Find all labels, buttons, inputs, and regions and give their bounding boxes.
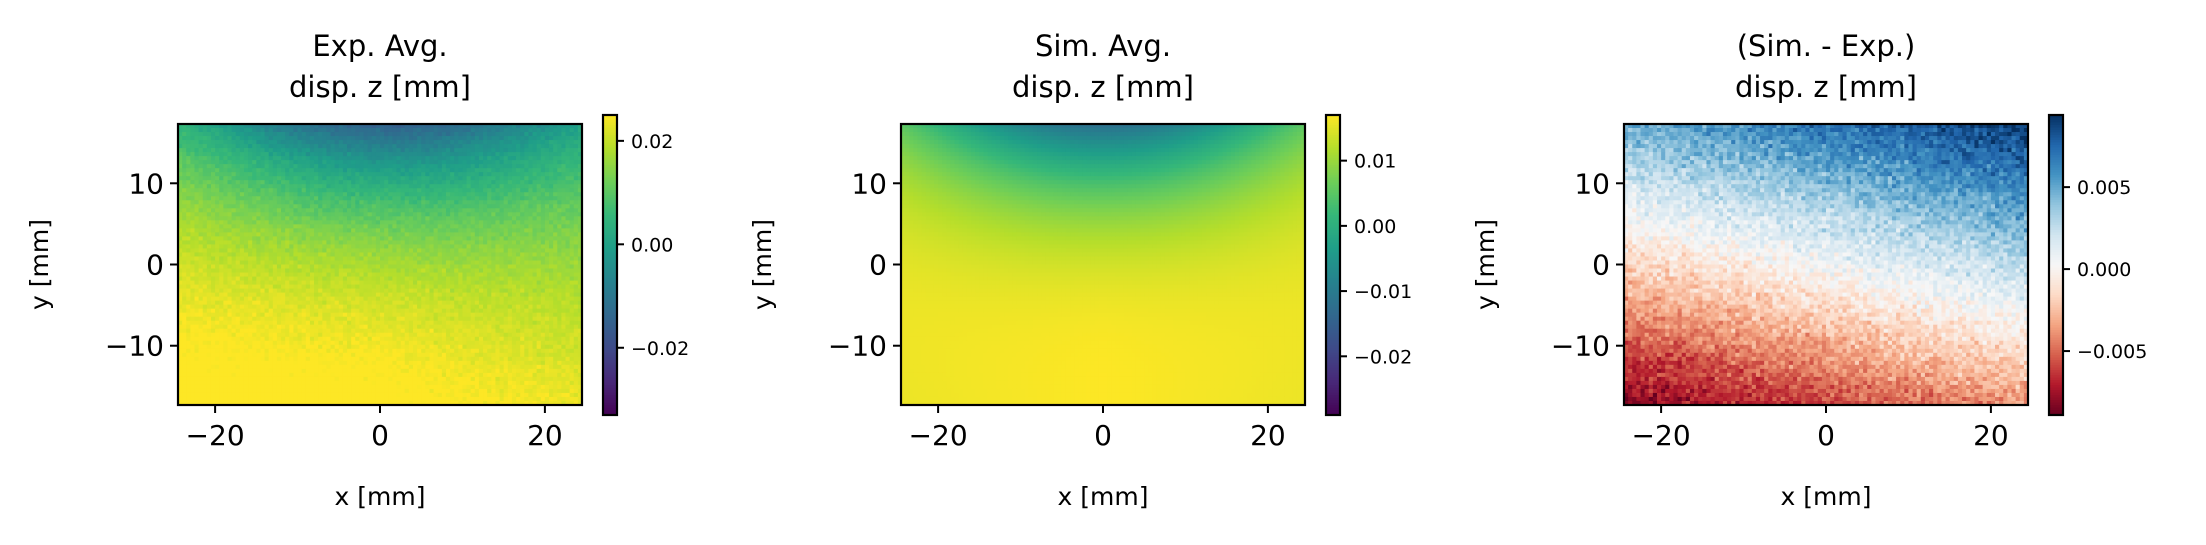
y-tick-label: 0 bbox=[146, 249, 164, 282]
x-tick-label: −20 bbox=[186, 419, 245, 452]
x-tick-label: 0 bbox=[1094, 419, 1112, 452]
chart-title-line: disp. z [mm] bbox=[1012, 70, 1194, 104]
y-tick-label: 10 bbox=[128, 167, 164, 200]
x-tick-label: 20 bbox=[1973, 419, 2009, 452]
heatmap-cells bbox=[178, 124, 583, 406]
colorbar-tick-label: −0.005 bbox=[2077, 341, 2147, 363]
y-tick-label: −10 bbox=[1551, 330, 1610, 363]
colorbar-frame bbox=[1324, 113, 1342, 417]
x-axis-label: x [mm] bbox=[1058, 482, 1149, 511]
x-tick-label: −20 bbox=[909, 419, 968, 452]
colorbar-tick-label: 0.02 bbox=[631, 131, 673, 153]
chart-title-line: disp. z [mm] bbox=[1735, 70, 1917, 104]
colorbar-tick-label: −0.01 bbox=[1354, 281, 1412, 303]
x-tick-label: 0 bbox=[371, 419, 389, 452]
colorbar: −0.02 0.00 0.02 bbox=[601, 113, 689, 417]
x-tick-label: 20 bbox=[1250, 419, 1286, 452]
colorbar-frame bbox=[601, 113, 619, 417]
chart-title-line: (Sim. - Exp.) bbox=[1737, 29, 1916, 63]
colorbar-tick-label: 0.000 bbox=[2077, 259, 2131, 281]
colorbar-frame bbox=[2047, 113, 2065, 417]
y-tick-label: 0 bbox=[869, 249, 887, 282]
y-tick-label: 10 bbox=[851, 167, 887, 200]
x-tick-label: −20 bbox=[1632, 419, 1691, 452]
heatmap-cells bbox=[1624, 124, 2029, 406]
colorbar-tick-label: −0.02 bbox=[631, 338, 689, 360]
y-tick-label: 10 bbox=[1574, 167, 1610, 200]
y-tick-label: −10 bbox=[828, 330, 887, 363]
y-axis-label: y [mm] bbox=[748, 219, 777, 310]
x-axis-label: x [mm] bbox=[335, 482, 426, 511]
y-tick-label: −10 bbox=[105, 330, 164, 363]
panel-1: −20 0 20 −10 0 10 x [mm] y [mm] Exp. Avg. disp. z… bbox=[25, 29, 689, 511]
panel-2: −20 0 20 −10 0 10 x [mm] y [mm] Sim. Avg. disp. z… bbox=[748, 29, 1412, 511]
colorbar: −0.005 0.000 0.005 bbox=[2047, 113, 2147, 417]
colorbar-tick-label: 0.005 bbox=[2077, 177, 2131, 199]
y-axis-label: y [mm] bbox=[25, 219, 54, 310]
colorbar-tick-label: −0.02 bbox=[1354, 346, 1412, 368]
y-tick-label: 0 bbox=[1592, 249, 1610, 282]
chart-title-line: Sim. Avg. bbox=[1035, 29, 1171, 63]
x-tick-label: 20 bbox=[527, 419, 563, 452]
colorbar-tick-label: 0.00 bbox=[1354, 216, 1396, 238]
chart-title-line: Exp. Avg. bbox=[312, 29, 447, 63]
colorbar: −0.02 −0.01 0.00 0.01 bbox=[1324, 113, 1412, 417]
y-axis-label: y [mm] bbox=[1471, 219, 1500, 310]
colorbar-tick-label: 0.01 bbox=[1354, 151, 1396, 173]
colorbar-tick-label: 0.00 bbox=[631, 234, 673, 256]
heatmap-cells bbox=[901, 124, 1306, 406]
panel-3: −20 0 20 −10 0 10 x [mm] y [mm] (Sim. - Exp.) dis… bbox=[1471, 29, 2147, 511]
x-tick-label: 0 bbox=[1817, 419, 1835, 452]
x-axis-label: x [mm] bbox=[1781, 482, 1872, 511]
chart-title-line: disp. z [mm] bbox=[289, 70, 471, 104]
